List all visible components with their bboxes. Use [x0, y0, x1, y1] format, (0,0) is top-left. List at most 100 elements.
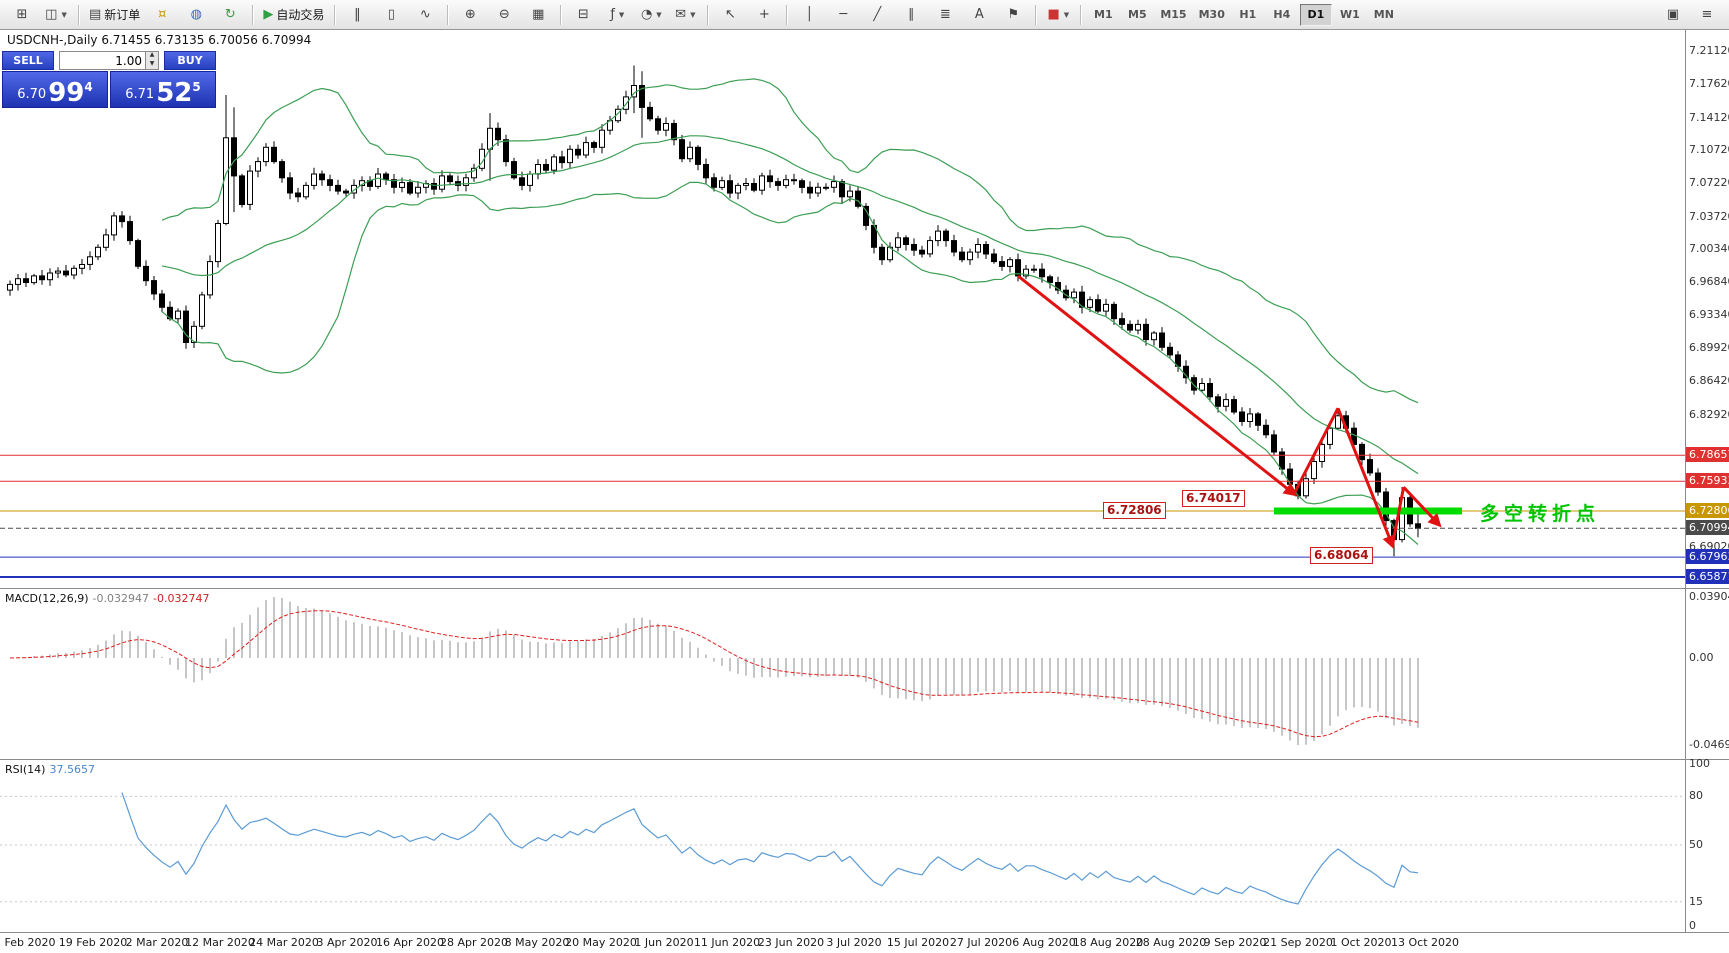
- chart-shift-button[interactable]: ⊟: [567, 2, 599, 28]
- toolbar: ⊞ ◫ ▼ ▤ 新订单 ¤ ◍ ↻ ▶ 自动交易 ‖ ▯ ∿ ⊕ ⊖ ▦ ⊟ ƒ ▼ ◔ ▼ ✉ ▼ ↖ + │ ─ ╱ ∥ ≣ A ⚑ ■ ▼ M…: [0, 0, 1729, 30]
- resistance-lower-price-badge: 6.75933: [1686, 473, 1729, 488]
- time-axis-label: 8 May 2020: [504, 936, 570, 949]
- text-label-icon: A: [974, 7, 984, 22]
- fibonacci-button[interactable]: ≣: [929, 2, 961, 28]
- volume-stepper[interactable]: ▲ ▼: [146, 51, 159, 70]
- tile-windows-button[interactable]: ▦: [522, 2, 554, 28]
- rsi-value: 37.5657: [49, 763, 95, 776]
- new-chart-button[interactable]: ⊞: [6, 2, 38, 28]
- crosshair-icon: +: [758, 7, 770, 22]
- bar-chart-button[interactable]: ‖: [341, 2, 373, 28]
- equidistant-channel-icon: ∥: [908, 7, 915, 22]
- candles: [7, 65, 1421, 557]
- bid-price-badge: 6.70994: [1686, 520, 1729, 535]
- sell-price-prefix: 6.70: [17, 87, 47, 102]
- resistance-upper-price-badge: 6.78657: [1686, 447, 1729, 462]
- macd-scale-label: 0.039044: [1689, 590, 1729, 603]
- stepper-up-icon[interactable]: ▲: [146, 52, 158, 61]
- trendline-button[interactable]: ╱: [861, 2, 893, 28]
- price-label-box[interactable]: 6.68064: [1310, 547, 1373, 564]
- price-tick-label: 7.03720: [1689, 210, 1729, 223]
- arrow-objects-button[interactable]: ⚑: [997, 2, 1029, 28]
- rsi-panel-canvas[interactable]: [0, 760, 1685, 932]
- line-chart-button[interactable]: ∿: [409, 2, 441, 28]
- toolbar-separator: [707, 4, 709, 25]
- trend-arrow-1[interactable]: [1017, 274, 1298, 497]
- trend-arrow-5[interactable]: [1402, 486, 1442, 528]
- colors-button[interactable]: ■ ▼: [1042, 2, 1074, 28]
- timeframe-group: M1 M5 M15 M30 H1 H4 D1 W1 MN: [1085, 0, 1402, 29]
- stepper-down-icon[interactable]: ▼: [146, 60, 158, 69]
- rsi-panel-separator[interactable]: [0, 759, 1729, 760]
- horizontal-line-icon: ─: [839, 7, 848, 22]
- autotrading-button[interactable]: ▶ 自动交易: [259, 2, 328, 28]
- time-axis-label: 13 Oct 2020: [1390, 936, 1460, 949]
- templates-button[interactable]: ✉ ▼: [669, 2, 701, 28]
- zoom-out-button[interactable]: ⊖: [488, 2, 520, 28]
- timeframe-w1[interactable]: W1: [1339, 8, 1360, 21]
- sell-tab-label[interactable]: SELL: [2, 51, 54, 70]
- price-tick-label: 6.82920: [1689, 408, 1729, 421]
- macd-panel-canvas[interactable]: [0, 589, 1685, 759]
- rsi-name: RSI(14): [5, 763, 46, 776]
- price-label-box[interactable]: 6.72806: [1103, 502, 1166, 519]
- profiles-button[interactable]: ◫ ▼: [40, 2, 72, 28]
- sync-icon: ↻: [224, 7, 236, 22]
- toolbar-right-group: ▣ ≡: [1655, 0, 1725, 29]
- buy-tab-label[interactable]: BUY: [164, 51, 216, 70]
- timeframe-m1[interactable]: M1: [1094, 8, 1113, 21]
- horizontal-line-button[interactable]: ─: [827, 2, 859, 28]
- support-upper-price-badge: 6.67963: [1686, 549, 1729, 564]
- sell-button[interactable]: 6.70 99 4: [2, 71, 108, 108]
- time-axis-label: 18 Aug 2020: [1072, 936, 1144, 949]
- zoom-in-button[interactable]: ⊕: [454, 2, 486, 28]
- equidistant-channel-button[interactable]: ∥: [895, 2, 927, 28]
- price-label-box[interactable]: 6.74017: [1182, 490, 1245, 507]
- trend-arrow-2[interactable]: [1292, 407, 1340, 495]
- toolbar-group: ■ ▼: [1040, 0, 1076, 29]
- trend-arrow-3[interactable]: [1336, 407, 1396, 550]
- timeframe-m5[interactable]: M5: [1128, 8, 1147, 21]
- bollinger-upper-band: [161, 78, 1419, 404]
- time-axis-label: 6 Aug 2020: [1012, 936, 1076, 949]
- cursor-button[interactable]: ↖: [714, 2, 746, 28]
- timeframe-m30[interactable]: M30: [1198, 8, 1225, 21]
- chart-window: USDCNH-,Daily 6.71455 6.73135 6.70056 6.…: [0, 30, 1729, 953]
- timeframe-m15[interactable]: M15: [1160, 8, 1187, 21]
- new-order-button[interactable]: ▤ 新订单: [85, 2, 144, 28]
- dropdown-arrow-icon: ▼: [61, 10, 67, 19]
- buy-button[interactable]: 6.71 52 5: [110, 71, 216, 108]
- timeframe-h1[interactable]: H1: [1239, 8, 1257, 21]
- bollinger-lower-band: [161, 181, 1419, 545]
- indicators-button[interactable]: ƒ ▼: [601, 2, 633, 28]
- macd-panel-separator[interactable]: [0, 588, 1729, 589]
- timeframe-h4[interactable]: H4: [1273, 8, 1291, 21]
- volume-field: ▲ ▼: [59, 51, 159, 70]
- macd-label: MACD(12,26,9) -0.032947 -0.032747: [5, 592, 209, 605]
- wallet-button[interactable]: ¤: [146, 2, 178, 28]
- periods-button[interactable]: ◔ ▼: [635, 2, 667, 28]
- community-button[interactable]: ◍: [180, 2, 212, 28]
- trend-arrow-4[interactable]: [1390, 486, 1406, 546]
- crosshair-button[interactable]: +: [748, 2, 780, 28]
- time-axis-label: 23 Jun 2020: [757, 936, 825, 949]
- buy-price-big: 52: [156, 78, 193, 108]
- price-chart-canvas[interactable]: [0, 30, 1685, 588]
- timeframe-d1[interactable]: D1: [1299, 3, 1332, 26]
- bar-chart-icon: ‖: [354, 7, 361, 22]
- line-chart-icon: ∿: [419, 7, 431, 22]
- vertical-line-button[interactable]: │: [793, 2, 825, 28]
- time-axis[interactable]: Feb 2020 19 Feb 2020 2 Mar 2020 12 Mar 2020…: [0, 933, 1729, 953]
- volume-input[interactable]: [59, 51, 146, 70]
- sync-button[interactable]: ↻: [214, 2, 246, 28]
- timeframe-mn[interactable]: MN: [1373, 8, 1394, 21]
- toolbar-separator: [786, 4, 788, 25]
- toolbar-separator: [334, 4, 336, 25]
- text-label-button[interactable]: A: [963, 2, 995, 28]
- time-axis-label: 2 Mar 2020: [125, 936, 189, 949]
- price-scale[interactable]: 7.21120 7.17620 7.14120 7.10720 7.07220 7.037…: [1686, 30, 1729, 588]
- windows-menu-button[interactable]: ≡: [1691, 2, 1723, 28]
- fullscreen-button[interactable]: ▣: [1657, 2, 1689, 28]
- candle-chart-button[interactable]: ▯: [375, 2, 407, 28]
